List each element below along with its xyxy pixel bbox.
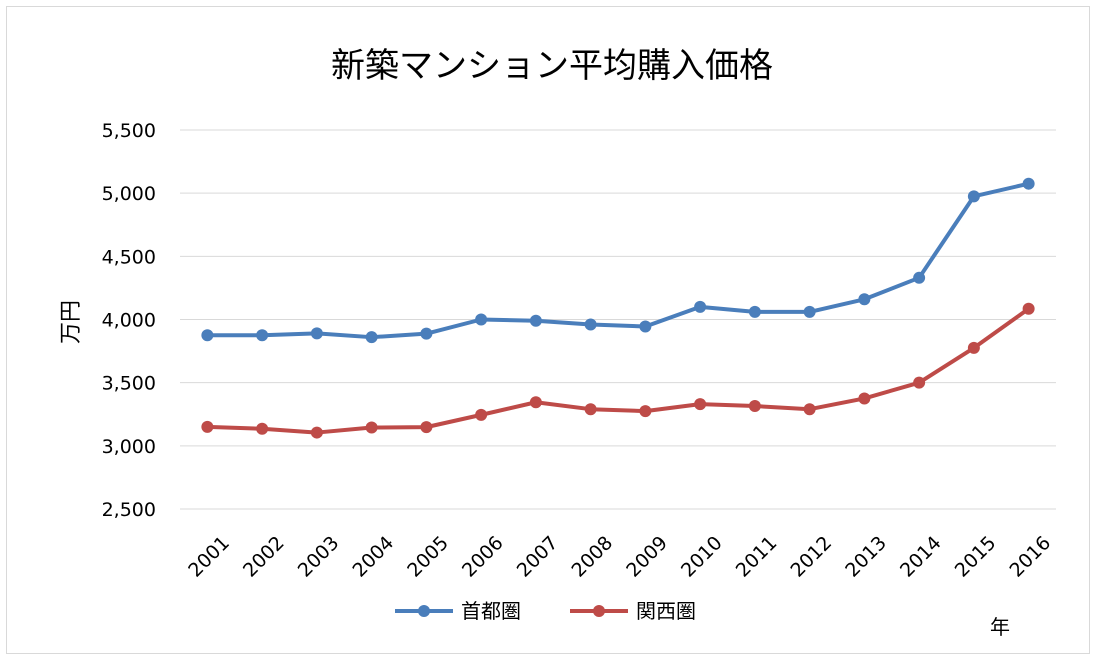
chart-title: 新築マンション平均購入価格 — [331, 46, 773, 86]
legend-entry: 首都圏 — [395, 599, 521, 623]
data-point — [967, 341, 980, 354]
data-point — [365, 331, 378, 344]
data-point — [913, 376, 926, 389]
y-axis-label: 万円 — [59, 300, 84, 344]
legend-swatch-marker — [593, 605, 605, 617]
data-point — [256, 329, 269, 342]
data-point — [803, 403, 816, 416]
data-point — [475, 313, 488, 326]
data-point — [420, 421, 433, 434]
x-tick-label: 2005 — [403, 532, 453, 582]
data-point — [694, 300, 707, 313]
data-point — [529, 396, 542, 409]
data-point — [913, 271, 926, 284]
x-axis-ticks: 2001 2002 2003 2004 2005 2006 2007 2008 2009 2010… — [184, 532, 1055, 582]
y-axis-ticks: 2,500 3,000 3,500 4,000 4,500 5,000 5,500 — [102, 120, 156, 521]
y-tick-label: 3,000 — [102, 436, 156, 458]
x-tick-label: 2009 — [622, 532, 672, 582]
chart-frame — [6, 6, 1090, 654]
series-2 — [201, 302, 1035, 439]
legend-entry: 関西圏 — [570, 599, 696, 623]
x-tick-label: 2006 — [458, 532, 508, 582]
y-tick-label: 5,000 — [102, 183, 156, 205]
data-point — [310, 327, 323, 340]
x-tick-label: 2014 — [896, 532, 946, 582]
gridlines — [180, 129, 1056, 510]
series-line — [205, 181, 1031, 340]
legend-swatch-marker — [418, 605, 430, 617]
data-point — [694, 398, 707, 411]
data-point — [584, 318, 597, 331]
data-point — [858, 392, 871, 405]
x-tick-label: 2013 — [841, 532, 891, 582]
data-point — [1022, 302, 1035, 315]
x-axis-label: 年 — [990, 615, 1010, 639]
x-tick-label: 2012 — [787, 532, 837, 582]
data-point — [748, 305, 761, 318]
data-point — [639, 405, 652, 418]
x-tick-label: 2001 — [184, 532, 234, 582]
series-1 — [201, 177, 1035, 344]
data-point — [584, 403, 597, 416]
legend: 首都圏 関西圏 — [395, 599, 696, 623]
x-tick-label: 2004 — [349, 532, 399, 582]
data-point — [529, 314, 542, 327]
data-point — [748, 400, 761, 413]
x-tick-label: 2003 — [294, 532, 344, 582]
legend-label: 関西圏 — [636, 599, 696, 623]
series-line — [205, 306, 1031, 435]
series-layer — [201, 177, 1035, 439]
data-point — [420, 327, 433, 340]
data-point — [967, 190, 980, 203]
data-point — [803, 305, 816, 318]
legend-label: 首都圏 — [461, 599, 521, 623]
data-point — [201, 329, 214, 342]
data-point — [858, 293, 871, 306]
x-tick-label: 2007 — [513, 532, 563, 582]
data-point — [475, 408, 488, 421]
x-tick-label: 2015 — [951, 532, 1001, 582]
y-tick-label: 5,500 — [102, 120, 156, 142]
x-tick-label: 2010 — [677, 532, 727, 582]
data-point — [201, 420, 214, 433]
y-tick-label: 4,000 — [102, 310, 156, 332]
y-tick-label: 3,500 — [102, 373, 156, 395]
data-point — [365, 421, 378, 434]
y-tick-label: 4,500 — [102, 246, 156, 268]
x-tick-label: 2011 — [732, 532, 782, 582]
data-point — [639, 320, 652, 333]
data-point — [1022, 177, 1035, 190]
y-tick-label: 2,500 — [102, 499, 156, 521]
data-point — [256, 422, 269, 435]
data-point — [310, 426, 323, 439]
x-tick-label: 2008 — [568, 532, 618, 582]
x-tick-label: 2002 — [239, 532, 289, 582]
x-tick-label: 2016 — [1006, 532, 1056, 582]
